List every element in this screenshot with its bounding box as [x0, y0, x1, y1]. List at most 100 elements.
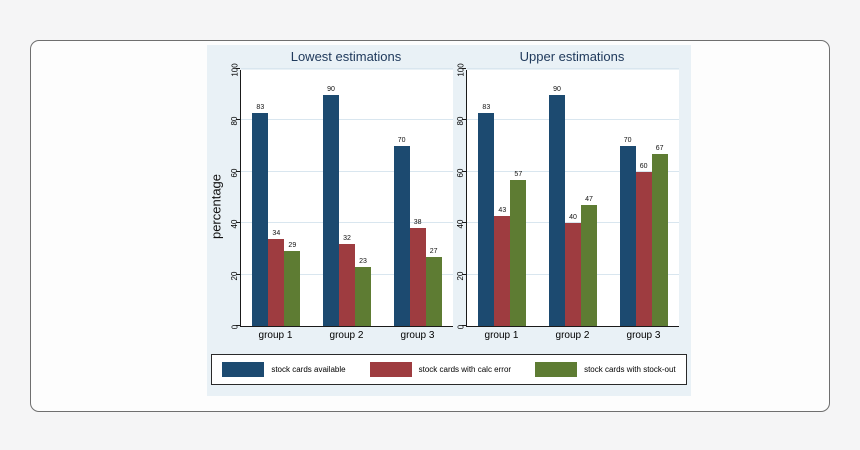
- panels-row: percentage Lowest estimations 0 20 40 60 80 1…: [207, 45, 691, 343]
- x-axis-labels: group 1 group 2 group 3: [240, 327, 453, 343]
- bar-with-label: 60: [635, 162, 652, 326]
- gridline: [241, 119, 453, 121]
- bar-with-label: 83: [478, 103, 495, 326]
- y-tick-mark: [462, 68, 466, 69]
- bar-with-label: 34: [268, 229, 285, 326]
- y-tick-mark: [236, 222, 240, 224]
- legend-label: stock cards with calc error: [418, 365, 512, 374]
- bar-value-label: 70: [397, 137, 406, 145]
- bar-value-label: 70: [623, 137, 632, 145]
- bar: [268, 238, 285, 326]
- y-tick-label: 100: [230, 63, 239, 77]
- bar-with-label: 23: [354, 257, 371, 326]
- gridline: [467, 119, 679, 121]
- bar-with-label: 32: [338, 234, 355, 326]
- legend-swatch: [369, 362, 412, 377]
- panel-lowest-estimations: Lowest estimations 0 20 40 60 80 100 83 34 29 90…: [227, 49, 453, 343]
- bar-with-label: 40: [564, 214, 581, 326]
- y-tick-mark: [236, 119, 240, 121]
- gridline: [241, 170, 453, 172]
- panel-title: Upper estimations: [519, 49, 625, 64]
- bar-groups: 83 43 57 90 40 47 70 60 67: [467, 70, 679, 326]
- y-tick-label: 60: [230, 168, 239, 178]
- gridline: [467, 170, 679, 172]
- bar: [252, 112, 269, 326]
- bar-value-label: 29: [288, 242, 297, 250]
- panel-body: 0 20 40 60 80 100 83 43 57 90 40 47 70 60 67: [453, 63, 679, 329]
- x-tick-label: group 1: [258, 330, 293, 341]
- y-tick-label: 60: [456, 168, 465, 178]
- bar-value-label: 32: [343, 234, 351, 242]
- x-tick-label: group 3: [400, 330, 435, 341]
- legend-swatch: [535, 362, 578, 377]
- y-tick-mark: [462, 119, 466, 121]
- panel-body: 0 20 40 60 80 100 83 34 29 90 32 23 70 38 27: [227, 63, 453, 329]
- bar-value-label: 83: [482, 103, 491, 111]
- bar: [478, 112, 495, 326]
- y-tick-label: 40: [456, 219, 465, 229]
- bar-value-label: 83: [256, 103, 265, 111]
- bar: [425, 256, 442, 326]
- bar-group: 70 60 67: [619, 137, 668, 326]
- y-axis-tick-labels: 0 20 40 60 80 100: [227, 63, 240, 329]
- y-tick-label: 20: [230, 271, 239, 281]
- y-tick-mark: [236, 170, 240, 172]
- bar-with-label: 47: [580, 196, 597, 326]
- y-axis-title-area: percentage: [209, 49, 227, 343]
- bar-group: 90 32 23: [322, 86, 371, 326]
- y-tick-mark: [462, 273, 466, 275]
- gridline: [467, 68, 679, 69]
- bar: [354, 266, 371, 326]
- y-tick-label: 80: [456, 116, 465, 126]
- bar-value-label: 34: [272, 229, 281, 237]
- panel-upper-estimations: Upper estimations 0 20 40 60 80 100 83 43 57 90 4…: [453, 49, 679, 343]
- y-tick-mark: [236, 325, 240, 326]
- bar-group: 70 38 27: [393, 137, 442, 326]
- bar: [322, 94, 339, 326]
- bar-with-label: 27: [425, 248, 442, 326]
- legend-area: stock cards available stock cards with ca…: [207, 343, 691, 396]
- bar: [548, 94, 565, 326]
- bar-with-label: 70: [393, 137, 410, 326]
- bar-with-label: 43: [494, 207, 511, 326]
- legend-box: stock cards available stock cards with ca…: [211, 354, 687, 385]
- gridline: [241, 222, 453, 224]
- y-tick-label: 20: [456, 271, 465, 281]
- legend-entry: stock cards with stock-out: [535, 362, 676, 377]
- panel-title: Lowest estimations: [290, 49, 402, 64]
- y-tick-mark: [462, 325, 466, 326]
- y-axis-title: percentage: [208, 173, 224, 240]
- y-tick-label: 80: [230, 116, 239, 126]
- plot-area: 83 43 57 90 40 47 70 60 67: [462, 68, 679, 327]
- x-tick-label: group 3: [626, 330, 661, 341]
- bar: [393, 146, 410, 326]
- bar-value-label: 60: [639, 162, 648, 170]
- bar-value-label: 67: [655, 144, 664, 152]
- plot-area: 83 34 29 90 32 23 70 38 27: [236, 68, 453, 327]
- y-tick-label: 40: [230, 219, 239, 229]
- bar-with-label: 90: [322, 86, 339, 326]
- bar-value-label: 23: [359, 257, 367, 265]
- legend-entry: stock cards with calc error: [369, 362, 512, 377]
- y-tick-mark: [462, 170, 466, 172]
- x-axis-labels: group 1 group 2 group 3: [466, 327, 679, 343]
- bar: [510, 179, 527, 326]
- y-tick-mark: [236, 273, 240, 275]
- legend-entry: stock cards available: [222, 362, 346, 377]
- legend-label: stock cards available: [271, 365, 346, 374]
- bar: [635, 171, 652, 326]
- gridline: [241, 68, 453, 69]
- x-tick-label: group 2: [555, 330, 590, 341]
- bar: [580, 205, 597, 326]
- gridline: [467, 222, 679, 224]
- bar: [409, 228, 426, 326]
- bar-with-label: 90: [548, 86, 565, 326]
- bar-with-label: 38: [409, 219, 426, 326]
- bar-with-label: 57: [510, 171, 527, 326]
- legend-swatch: [222, 362, 265, 377]
- bar-with-label: 83: [252, 103, 269, 326]
- x-tick-label: group 2: [329, 330, 364, 341]
- y-tick-label: 100: [456, 63, 465, 77]
- bar: [494, 215, 511, 326]
- bar-value-label: 47: [585, 196, 593, 204]
